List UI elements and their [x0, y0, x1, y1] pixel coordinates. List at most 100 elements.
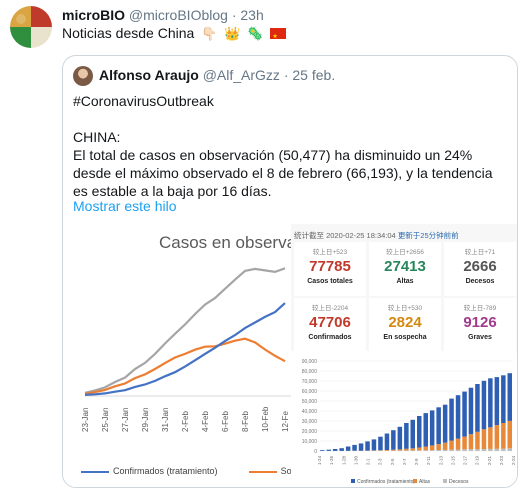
quoted-user-avatar[interactable] [73, 66, 93, 86]
stat-confirmed: 较上日-2204 47706 Confirmados [294, 298, 366, 352]
series-line-1 [84, 337, 286, 395]
bar-discharged [391, 449, 396, 451]
bar-deaths [462, 449, 467, 451]
stat-value: 2824 [388, 314, 422, 331]
user-avatar[interactable] [10, 6, 52, 48]
hashtag[interactable]: #CoronavirusOutbreak [73, 93, 214, 109]
stat-label: En sospecha [383, 334, 427, 341]
line-chart-svg: 23-Jan 25-Jan 27-Jan 29-Jan 31-Jan 2-Feb 4-Feb… [81, 267, 291, 432]
quoted-media[interactable]: 23-Jan 25-Jan 27-Jan 29-Jan 31-Jan 2-Feb 4-Feb… [63, 224, 517, 487]
quoted-tweet-body: #CoronavirusOutbreak CHINA: El total de … [73, 92, 509, 200]
legend-swatch [351, 479, 355, 483]
bar-confirmed [507, 373, 512, 421]
bar-confirmed [449, 398, 454, 441]
x-tick-label: 23-Jan [81, 408, 90, 432]
series-line-0 [84, 302, 286, 396]
stats-panel[interactable]: 统计截至 2020-02-25 18:34:04 更新于25分钟前前 较上日+5… [291, 224, 517, 487]
y-tick-label: 60,000 [302, 389, 318, 395]
observation-line-chart[interactable]: 23-Jan 25-Jan 27-Jan 29-Jan 31-Jan 2-Feb 4-Feb… [63, 224, 318, 487]
legend-swatch [443, 479, 447, 483]
bar-deaths [423, 450, 428, 451]
bar-discharged [404, 448, 409, 451]
bar-confirmed [320, 450, 325, 451]
stat-value: 9126 [463, 314, 497, 331]
stat-value: 47706 [309, 314, 351, 331]
y-tick-label: 50,000 [302, 399, 318, 405]
bar-confirmed [397, 426, 403, 450]
bar-confirmed [462, 391, 467, 437]
timestamp[interactable]: 23h [240, 7, 264, 23]
bar-confirmed [326, 449, 331, 451]
bar-discharged [449, 440, 454, 450]
x-tick-label: 2-11 [426, 456, 431, 465]
bar-deaths [501, 448, 506, 451]
x-tick-label: 2-23 [499, 455, 504, 465]
bar-deaths [468, 449, 474, 451]
cumulative-bar-chart[interactable]: 90,000 80,000 70,000 60,000 50,000 40,000 30,0… [291, 351, 517, 487]
bar-discharged [384, 450, 390, 451]
y-tick-label: 30,000 [302, 419, 318, 425]
x-tick-label: 12-Fe [281, 411, 290, 432]
stat-label: Decesos [465, 278, 495, 285]
quoted-handle[interactable]: @Alf_ArGzz [202, 67, 280, 83]
bar-discharged [468, 434, 474, 450]
bar-discharged [488, 427, 493, 449]
y-tick-label: 90,000 [302, 359, 318, 365]
bar-confirmed [494, 377, 500, 426]
bar-confirmed [358, 443, 364, 451]
legend-label: Decesos [449, 479, 469, 485]
bar-discharged [462, 436, 467, 450]
y-tick-label: 70,000 [302, 379, 318, 385]
bar-confirmed [442, 404, 448, 443]
x-tick-label: 1-26 [329, 455, 334, 465]
bar-deaths [449, 449, 454, 451]
quoted-timestamp[interactable]: 25 feb. [292, 67, 336, 83]
stats-header: 统计截至 2020-02-25 18:34:04 更新于25分钟前前 [294, 230, 459, 241]
bar-confirmed [429, 410, 435, 446]
pointing-down-icon: 👇🏻 [201, 26, 218, 41]
x-tick-label: 8-Feb [241, 411, 250, 432]
bar-confirmed [475, 384, 480, 432]
bar-chart-svg: 90,000 80,000 70,000 60,000 50,000 40,000 30,0… [302, 359, 516, 485]
display-name[interactable]: microBIO [62, 7, 126, 23]
x-tick-label: 2-13 [438, 455, 443, 465]
tweet-header: microBIO @microBIOblog · 23h [62, 6, 264, 24]
stat-delta: 较上日-789 [463, 305, 497, 312]
separator: · [231, 7, 237, 23]
bar-confirmed [339, 448, 344, 451]
legend-swatch-suspected [248, 470, 277, 473]
bar-confirmed [404, 423, 409, 449]
x-tick-label: 27-Jan [121, 408, 130, 432]
bar-discharged [455, 438, 461, 450]
tweet-text: Noticias desde China 👇🏻 👑 🦠 [62, 24, 287, 46]
bar-deaths [404, 450, 409, 451]
bar-confirmed [352, 444, 357, 451]
bar-discharged [436, 444, 441, 450]
bar-confirmed [468, 387, 474, 435]
x-tick-label: 2-3 [378, 458, 383, 465]
bar-discharged [501, 423, 506, 449]
x-tick-label: 31-Jan [161, 408, 170, 432]
quoted-tweet-header: Alfonso Araujo @Alf_ArGzz · 25 feb. [99, 66, 335, 84]
bar-confirmed [410, 419, 415, 449]
x-tick-label: 2-17 [463, 455, 468, 465]
bar-deaths [475, 449, 480, 451]
x-tick-label: 2-5 [390, 458, 395, 465]
quoted-tweet[interactable]: Alfonso Araujo @Alf_ArGzz · 25 feb. #Cor… [62, 55, 518, 488]
bar-deaths [397, 450, 403, 451]
bar-confirmed [417, 416, 422, 448]
stat-delta: 较上日+2656 [386, 249, 424, 256]
x-tick-label: 1-24 [317, 455, 322, 465]
bar-confirmed [378, 436, 383, 451]
y-tick-label: 40,000 [302, 409, 318, 415]
bar-deaths [507, 448, 512, 451]
stat-value: 2666 [463, 258, 497, 275]
legend-swatch [413, 479, 417, 483]
show-thread-link[interactable]: Mostrar este hilo [73, 198, 177, 214]
stat-label: Confirmados [308, 334, 352, 341]
handle[interactable]: @microBIOblog [128, 7, 228, 23]
quoted-text: El total de casos en observación (50,477… [73, 147, 493, 199]
bar-deaths [436, 450, 441, 451]
quoted-display-name[interactable]: Alfonso Araujo [99, 67, 199, 83]
